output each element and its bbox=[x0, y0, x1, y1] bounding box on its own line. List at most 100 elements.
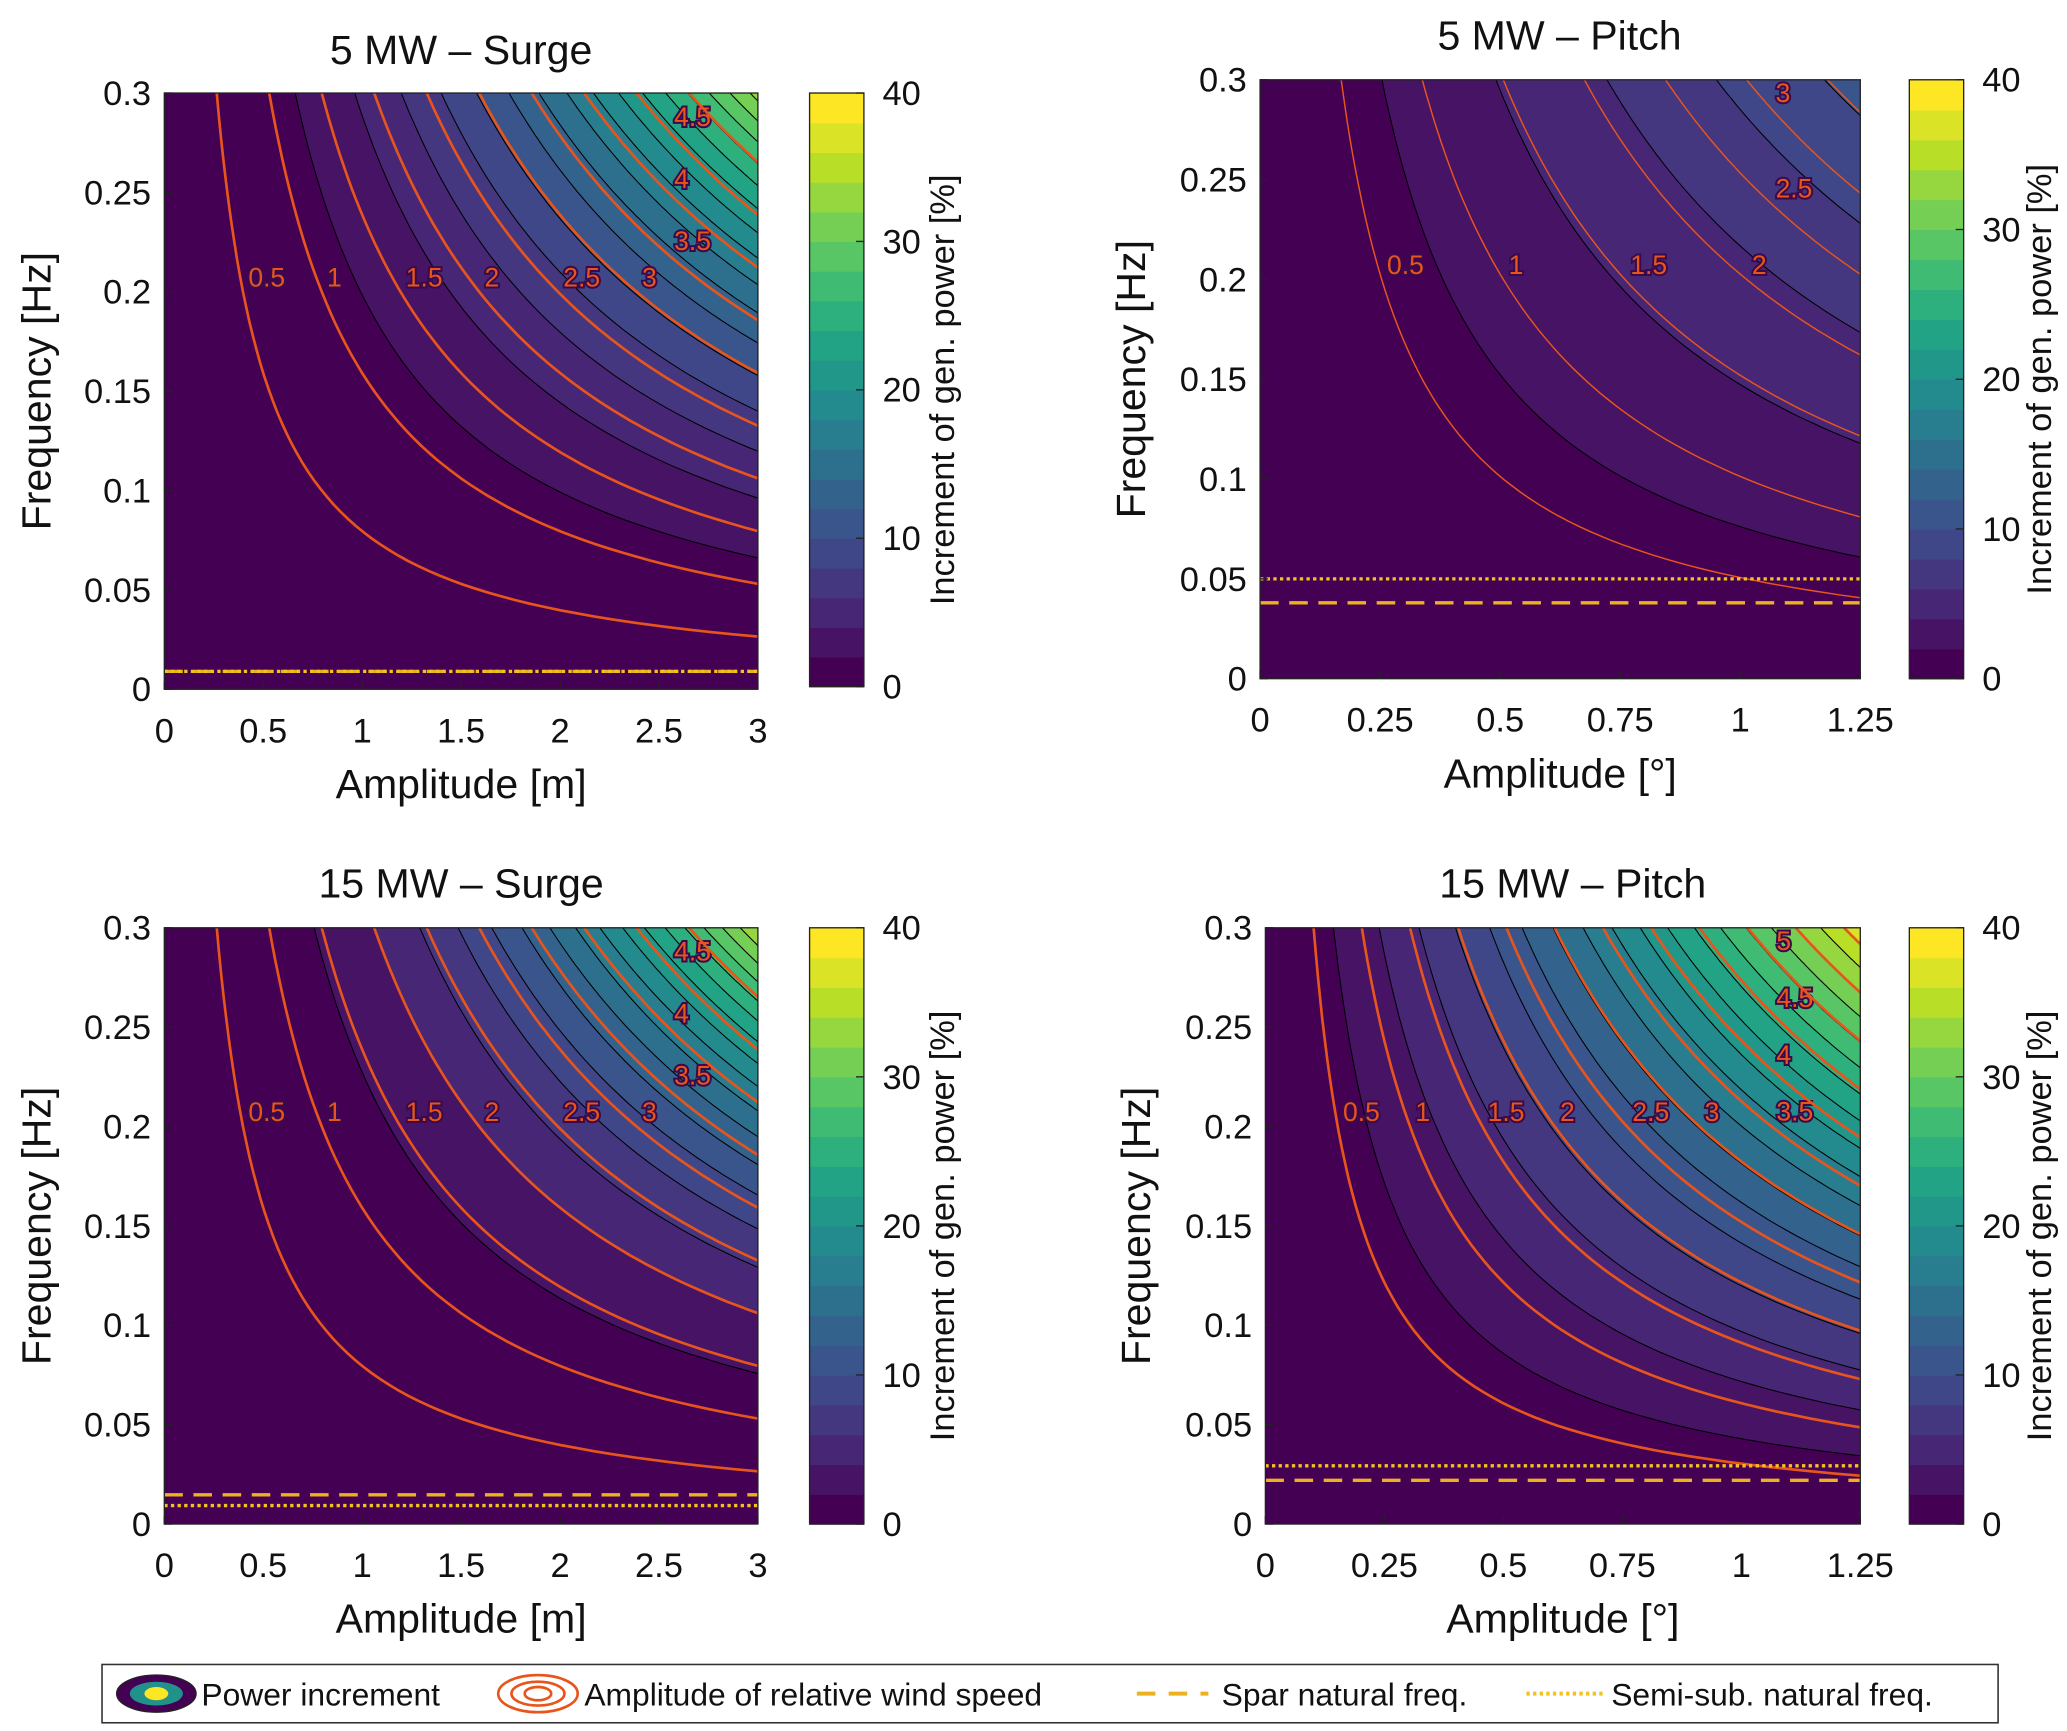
colorbar-band bbox=[1909, 1166, 1964, 1197]
wind-speed-contour-label: 3 bbox=[1776, 78, 1791, 108]
wind-speed-contour-4 bbox=[583, 927, 758, 1104]
power-contour-line bbox=[1715, 79, 1861, 224]
x-tick-label: 1 bbox=[1731, 702, 1750, 740]
chart-title: 15 MW – Pitch bbox=[1439, 860, 1706, 906]
colorbar-band bbox=[1909, 199, 1964, 231]
wind-speed-contour-label: 4.5 bbox=[674, 102, 711, 132]
colorbar-band bbox=[809, 1464, 864, 1495]
y-tick-label: 0.3 bbox=[1204, 910, 1252, 948]
x-tick-label: 0 bbox=[155, 712, 174, 750]
wind-speed-contour-1 bbox=[1360, 927, 1861, 1429]
wind-speed-contour-3.5 bbox=[530, 927, 758, 1157]
colorbar-band bbox=[809, 627, 864, 658]
colorbar-tick-label: 20 bbox=[1982, 1208, 2020, 1246]
colorbar-band bbox=[1909, 379, 1964, 410]
x-axis-label: Amplitude [°] bbox=[1444, 750, 1677, 796]
wind-speed-contour-4 bbox=[1650, 927, 1861, 1139]
power-contour-line bbox=[457, 927, 758, 1230]
colorbar-band bbox=[1909, 588, 1964, 620]
power-contour-line bbox=[549, 927, 758, 1138]
wind-speed-contour-1 bbox=[267, 93, 758, 586]
wind-speed-contour-5 bbox=[688, 93, 758, 164]
x-tick-label: 0.5 bbox=[239, 1547, 287, 1585]
axes-box bbox=[1259, 79, 1861, 680]
colorbar-tick-label: 10 bbox=[882, 520, 920, 558]
colorbar-label: Increment of gen. power [%] bbox=[2021, 164, 2059, 595]
power-contour-line bbox=[722, 927, 758, 964]
colorbar-band bbox=[809, 241, 864, 272]
colorbar-band bbox=[1909, 1494, 1964, 1525]
colorbar-band bbox=[809, 211, 864, 243]
legend-box bbox=[101, 1663, 1999, 1724]
colorbar-tick-label: 40 bbox=[882, 910, 920, 948]
wind-speed-contour-label: 0.5 bbox=[1343, 1097, 1380, 1127]
wind-speed-contour-5 bbox=[688, 927, 758, 998]
chart-title: 5 MW – Surge bbox=[330, 27, 592, 73]
wind-speed-contour-label: 3.5 bbox=[674, 226, 711, 256]
power-contour-line bbox=[1720, 927, 1861, 1069]
wind-speed-contour-2 bbox=[372, 927, 758, 1315]
power-contour-line bbox=[1611, 927, 1861, 1178]
wind-speed-contour-4.5 bbox=[635, 93, 758, 216]
colorbar-band bbox=[1909, 1434, 1964, 1466]
colorbar-band bbox=[809, 1225, 864, 1257]
plot-area: 0.5 1 1.5 2 2.5 3 3.5 4 4.5 5 bbox=[1265, 927, 1861, 1525]
x-tick-label: 2 bbox=[550, 1547, 569, 1585]
wind-speed-contour-label: 1 bbox=[1415, 1097, 1430, 1127]
x-tick-label: 1.5 bbox=[437, 712, 485, 750]
power-contour-line bbox=[739, 927, 758, 946]
wind-speed-contour-label: 1.5 bbox=[406, 1097, 443, 1127]
power-contour-line bbox=[1771, 927, 1861, 1018]
x-tick-label: 0.75 bbox=[1587, 702, 1654, 740]
colorbar-band bbox=[1909, 409, 1964, 440]
wind-speed-contour-3.5 bbox=[1601, 927, 1861, 1187]
colorbar-band bbox=[1909, 1225, 1964, 1257]
colorbar-tick-label: 40 bbox=[1982, 62, 2020, 100]
colorbar-band bbox=[1909, 499, 1964, 530]
plot-area: 0.5 1 1.5 2 2.5 3 3.5 4 4.5 bbox=[164, 927, 758, 1525]
x-tick-label: 0 bbox=[1256, 1547, 1275, 1585]
y-tick-label: 0.3 bbox=[103, 75, 151, 113]
wind-speed-contour-label: 4.5 bbox=[1776, 983, 1813, 1013]
colorbar-band bbox=[1909, 139, 1964, 171]
wind-speed-contour-3 bbox=[478, 927, 758, 1209]
wind-speed-contour-0.5 bbox=[215, 93, 758, 638]
colorbar-band bbox=[809, 597, 864, 628]
colorbar-band bbox=[809, 957, 864, 989]
power-contour-line bbox=[708, 93, 758, 143]
power-band-4 bbox=[1716, 79, 1861, 224]
colorbar-band bbox=[1909, 987, 1964, 1018]
colorbar-band bbox=[809, 182, 864, 213]
legend: Power increment Amplitude of relative win… bbox=[101, 1663, 1999, 1724]
colorbar-band bbox=[1909, 1315, 1964, 1346]
colorbar-band bbox=[809, 1255, 864, 1287]
power-contour-line bbox=[354, 93, 758, 499]
wind-speed-contour-label: 3.5 bbox=[1776, 1097, 1813, 1127]
power-contour-line bbox=[1582, 927, 1861, 1207]
wind-speed-contour-label: 3 bbox=[1705, 1097, 1720, 1127]
colorbar-band bbox=[809, 360, 864, 391]
wind-speed-contour-label: 1 bbox=[1509, 250, 1524, 280]
wind-speed-contour-2.5 bbox=[425, 927, 758, 1262]
power-contour-line bbox=[1693, 927, 1861, 1095]
wind-speed-contour-label: 1.5 bbox=[1630, 250, 1667, 280]
y-tick-label: 0.15 bbox=[1185, 1208, 1252, 1246]
colorbar-tick-label: 0 bbox=[882, 669, 901, 707]
colorbar-band bbox=[1909, 109, 1964, 141]
wind-speed-contour-label: 4 bbox=[674, 999, 689, 1029]
colorbar-band bbox=[809, 122, 864, 154]
power-contour-line bbox=[703, 927, 758, 983]
power-contour-line bbox=[622, 927, 758, 1065]
x-axis-label: Amplitude [m] bbox=[336, 761, 587, 807]
power-contour-line bbox=[400, 93, 758, 452]
colorbar-tick-label: 30 bbox=[882, 223, 920, 261]
x-tick-label: 0.5 bbox=[1479, 1547, 1527, 1585]
power-contour-line bbox=[1495, 79, 1861, 444]
colorbar-tick-label: 30 bbox=[1982, 211, 2020, 249]
power-contour-line bbox=[294, 93, 758, 559]
colorbar-tick-label: 20 bbox=[882, 372, 920, 410]
colorbar-band bbox=[809, 1285, 864, 1316]
wind-speed-contour-4.5 bbox=[1698, 927, 1861, 1091]
y-axis-label: Frequency [Hz] bbox=[13, 252, 59, 530]
y-tick-label: 0.15 bbox=[1180, 361, 1247, 399]
